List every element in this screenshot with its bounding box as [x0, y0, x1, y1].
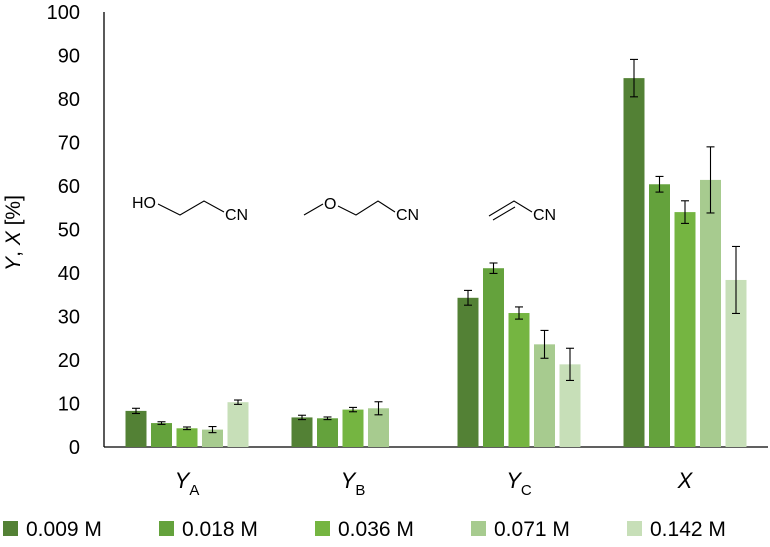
bar: [317, 418, 338, 447]
legend-label: 0.018 M: [182, 518, 258, 541]
y-tick-label: 10: [58, 394, 80, 416]
legend-label: 0.036 M: [338, 518, 414, 541]
y-tick-label: 0: [69, 437, 80, 459]
y-tick-label: 30: [58, 307, 80, 329]
structure-label-cn-c: CN: [533, 207, 556, 224]
structure-label-ho: HO: [132, 195, 156, 212]
y-tick-label: 70: [58, 133, 80, 155]
bar: [725, 279, 747, 447]
legend-label: 0.071 M: [494, 518, 570, 541]
legend-swatch: [471, 521, 486, 536]
legend-label: 0.009 M: [26, 518, 102, 541]
bar: [623, 78, 645, 448]
bar: [457, 297, 479, 447]
structure-label-cn-b: CN: [396, 207, 419, 224]
y-tick-label: 90: [58, 46, 80, 68]
bar: [125, 410, 147, 447]
y-axis-label: Y, X [%]: [2, 195, 25, 271]
bar: [508, 313, 530, 447]
bars: [125, 78, 747, 448]
y-tick-label: 40: [58, 263, 80, 285]
structure-methoxypropionitrile: O CN: [303, 196, 419, 224]
structure-bonds-c: [488, 200, 533, 217]
bar: [342, 409, 364, 447]
bar: [649, 184, 670, 447]
bar: [368, 408, 389, 447]
structure-bonds-b-left: [303, 203, 324, 216]
y-tick-label: 50: [58, 220, 80, 242]
error-bars: [132, 58, 740, 434]
x-category-label: X: [677, 468, 694, 493]
legend-label: 0.142 M: [650, 518, 726, 541]
bar: [291, 417, 313, 447]
y-tick-label: 60: [58, 176, 80, 198]
legend: 0.009 M 0.018 M 0.036 M 0.071 M 0.142 M: [3, 518, 726, 541]
bar: [483, 268, 504, 447]
bar: [559, 364, 581, 447]
structure-bonds-b-right: [337, 200, 396, 216]
bar: [151, 423, 172, 447]
y-ticks: 0 10 20 30 40 50 60 70 80 90 100: [47, 2, 80, 459]
structure-label-o: O: [324, 196, 336, 213]
bar: [227, 402, 249, 447]
y-tick-label: 20: [58, 350, 80, 372]
y-tick-label: 80: [58, 89, 80, 111]
legend-swatch: [3, 521, 18, 536]
x-category-label: YB: [341, 468, 366, 499]
structure-label-cn-a: CN: [225, 207, 248, 224]
structure-hydroxypropionitrile: HO CN: [132, 195, 248, 224]
x-category-label: YC: [506, 468, 532, 499]
legend-swatch: [159, 521, 174, 536]
legend-swatch: [627, 521, 642, 536]
bar: [700, 179, 721, 447]
x-category-label: YA: [175, 468, 200, 499]
bar: [674, 212, 696, 447]
structure-acrylonitrile: CN: [488, 200, 556, 224]
structure-bonds-a: [157, 200, 225, 216]
y-tick-label: 100: [47, 2, 80, 24]
bar: [202, 429, 223, 447]
category-labels: YA YB YC X: [175, 468, 694, 499]
structure-double-bond: [492, 206, 516, 221]
legend-swatch: [315, 521, 330, 536]
bar: [534, 344, 555, 447]
bar: [176, 428, 198, 447]
